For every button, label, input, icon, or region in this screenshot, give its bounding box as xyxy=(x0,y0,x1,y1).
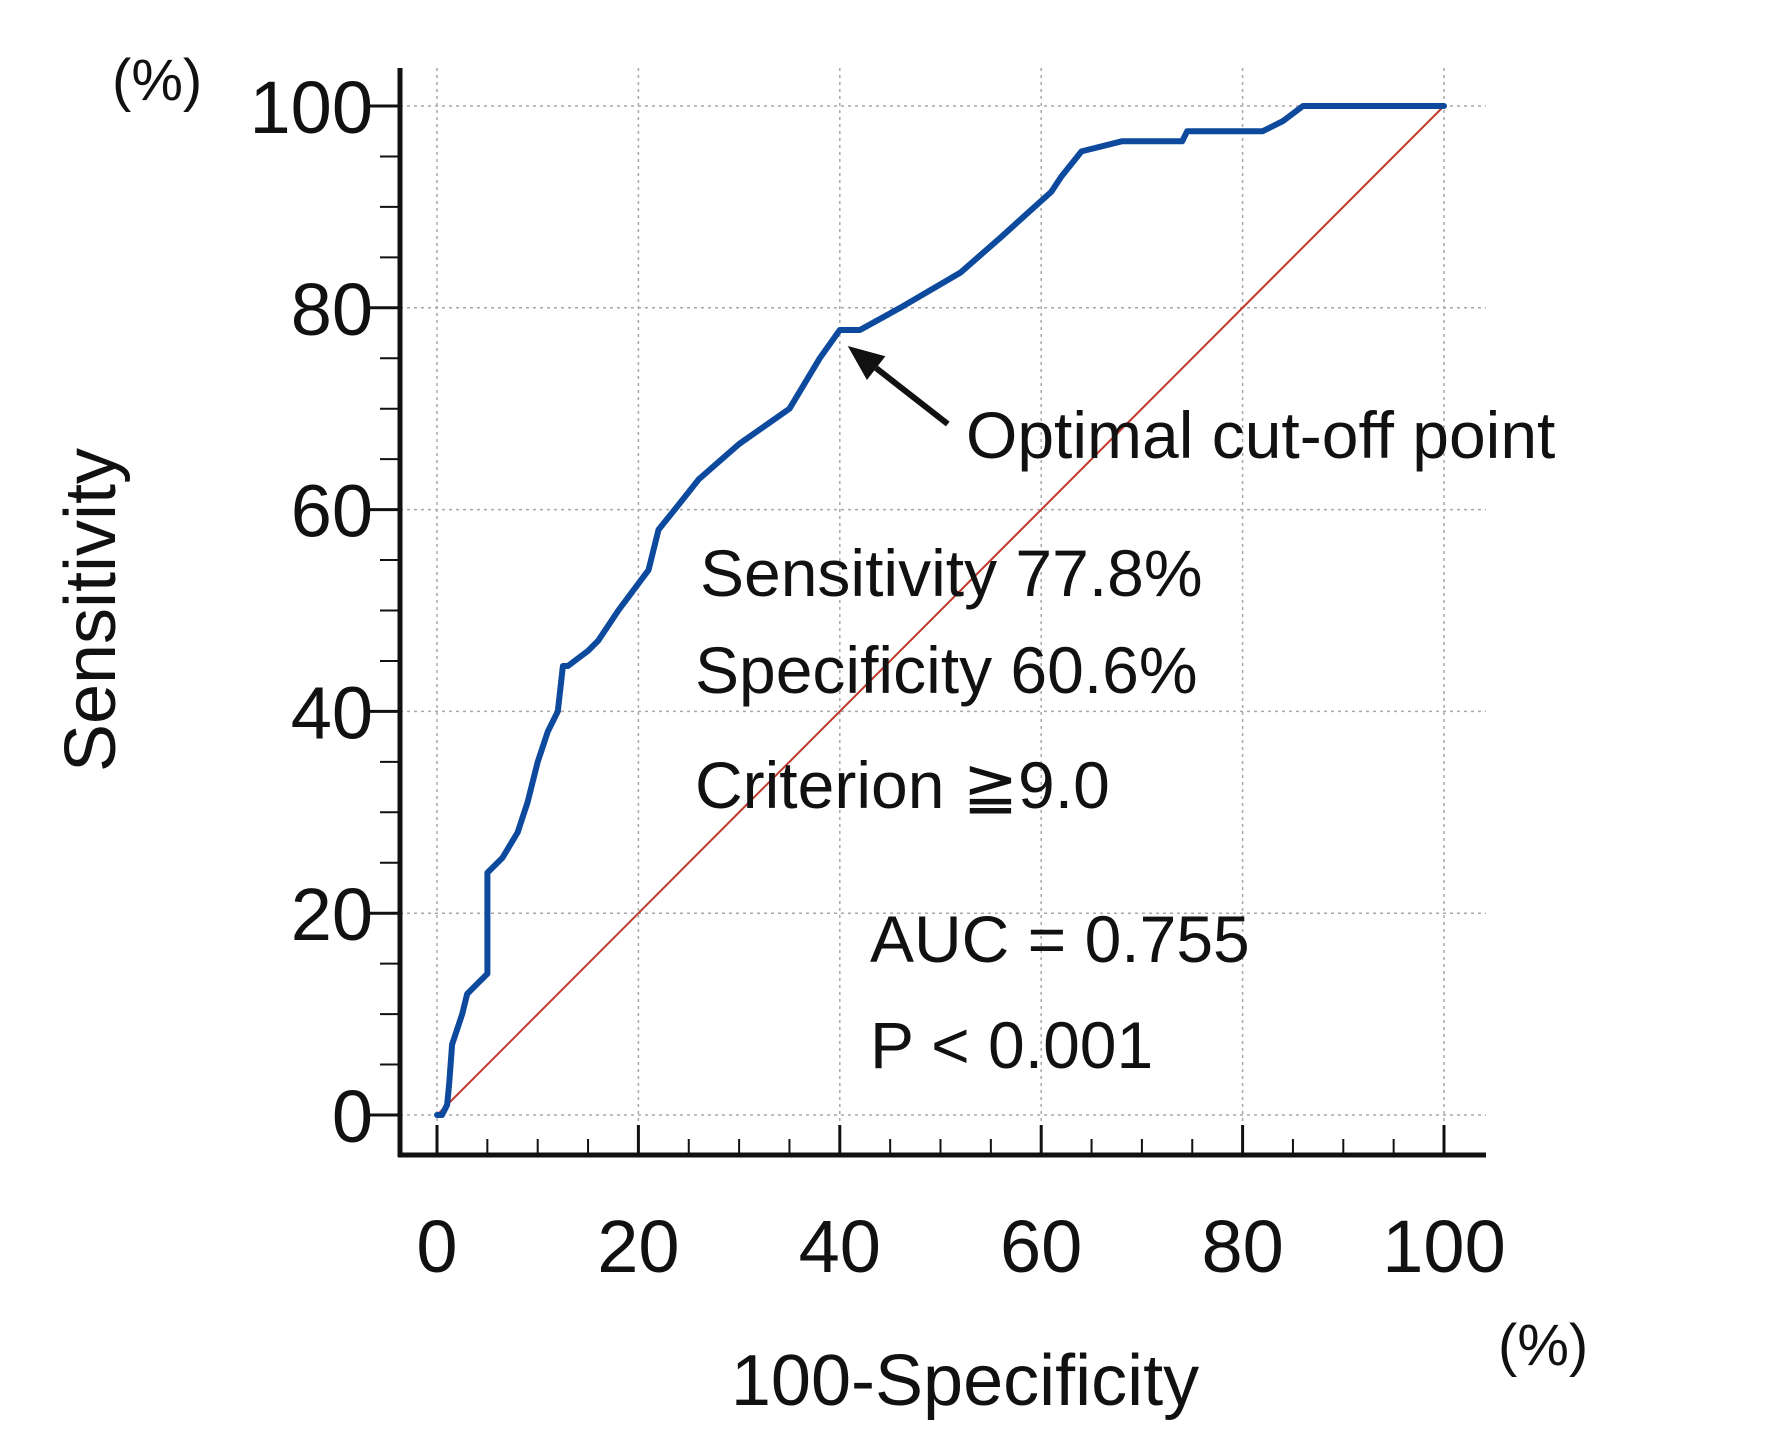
y-unit-label: (%) xyxy=(112,48,202,113)
y-tick-label: 60 xyxy=(291,470,373,553)
minor-ticks xyxy=(380,155,1395,1155)
optimal-cutoff-label: Optimal cut-off point xyxy=(966,398,1555,472)
x-unit-label: (%) xyxy=(1498,1313,1588,1378)
optimal-point-arrowhead xyxy=(847,345,886,380)
y-tick-label: 0 xyxy=(332,1075,373,1158)
sensitivity-annotation: Sensitivity 77.8% xyxy=(700,536,1203,610)
criterion-annotation: Criterion ≧9.0 xyxy=(695,748,1110,822)
major-ticks xyxy=(364,104,1446,1155)
x-tick-label: 80 xyxy=(1201,1205,1283,1288)
gridlines xyxy=(400,68,1486,1155)
x-tick-label: 100 xyxy=(1382,1205,1505,1288)
x-axis-title: 100-Specificity xyxy=(731,1341,1199,1421)
y-tick-labels: 0 20 40 60 80 100 xyxy=(250,66,373,1158)
reference-diagonal-line xyxy=(436,105,1445,1116)
optimal-point-arrow xyxy=(874,365,950,427)
x-tick-label: 60 xyxy=(1000,1205,1082,1288)
auc-annotation: AUC = 0.755 xyxy=(870,902,1250,976)
x-tick-labels: 0 20 40 60 80 100 xyxy=(416,1205,1505,1288)
y-tick-label: 80 xyxy=(291,268,373,351)
roc-curve-line xyxy=(434,103,1447,1118)
specificity-annotation: Specificity 60.6% xyxy=(695,633,1198,707)
y-axis-title: Sensitivity xyxy=(51,448,131,772)
y-tick-label: 100 xyxy=(250,66,373,149)
y-tick-label: 20 xyxy=(291,873,373,956)
x-tick-label: 20 xyxy=(597,1205,679,1288)
p-value-annotation: P < 0.001 xyxy=(870,1008,1153,1082)
x-tick-label: 40 xyxy=(799,1205,881,1288)
x-tick-label: 0 xyxy=(416,1205,457,1288)
y-tick-label: 40 xyxy=(291,671,373,754)
